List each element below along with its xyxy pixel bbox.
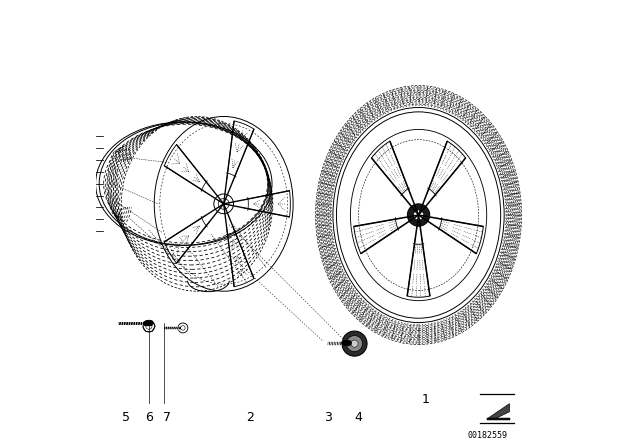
Circle shape [351,340,358,347]
Circle shape [413,210,424,220]
Text: 3: 3 [324,411,332,424]
Polygon shape [487,418,509,420]
Text: 1: 1 [421,393,429,406]
Polygon shape [487,404,509,419]
Text: 5: 5 [122,411,131,424]
Text: 7: 7 [163,411,171,424]
Text: 4: 4 [354,411,362,424]
Circle shape [346,336,362,352]
Circle shape [342,331,367,356]
Text: 6: 6 [145,411,153,424]
Text: 2: 2 [246,411,255,424]
Text: 00182559: 00182559 [468,431,508,440]
Circle shape [408,204,430,226]
